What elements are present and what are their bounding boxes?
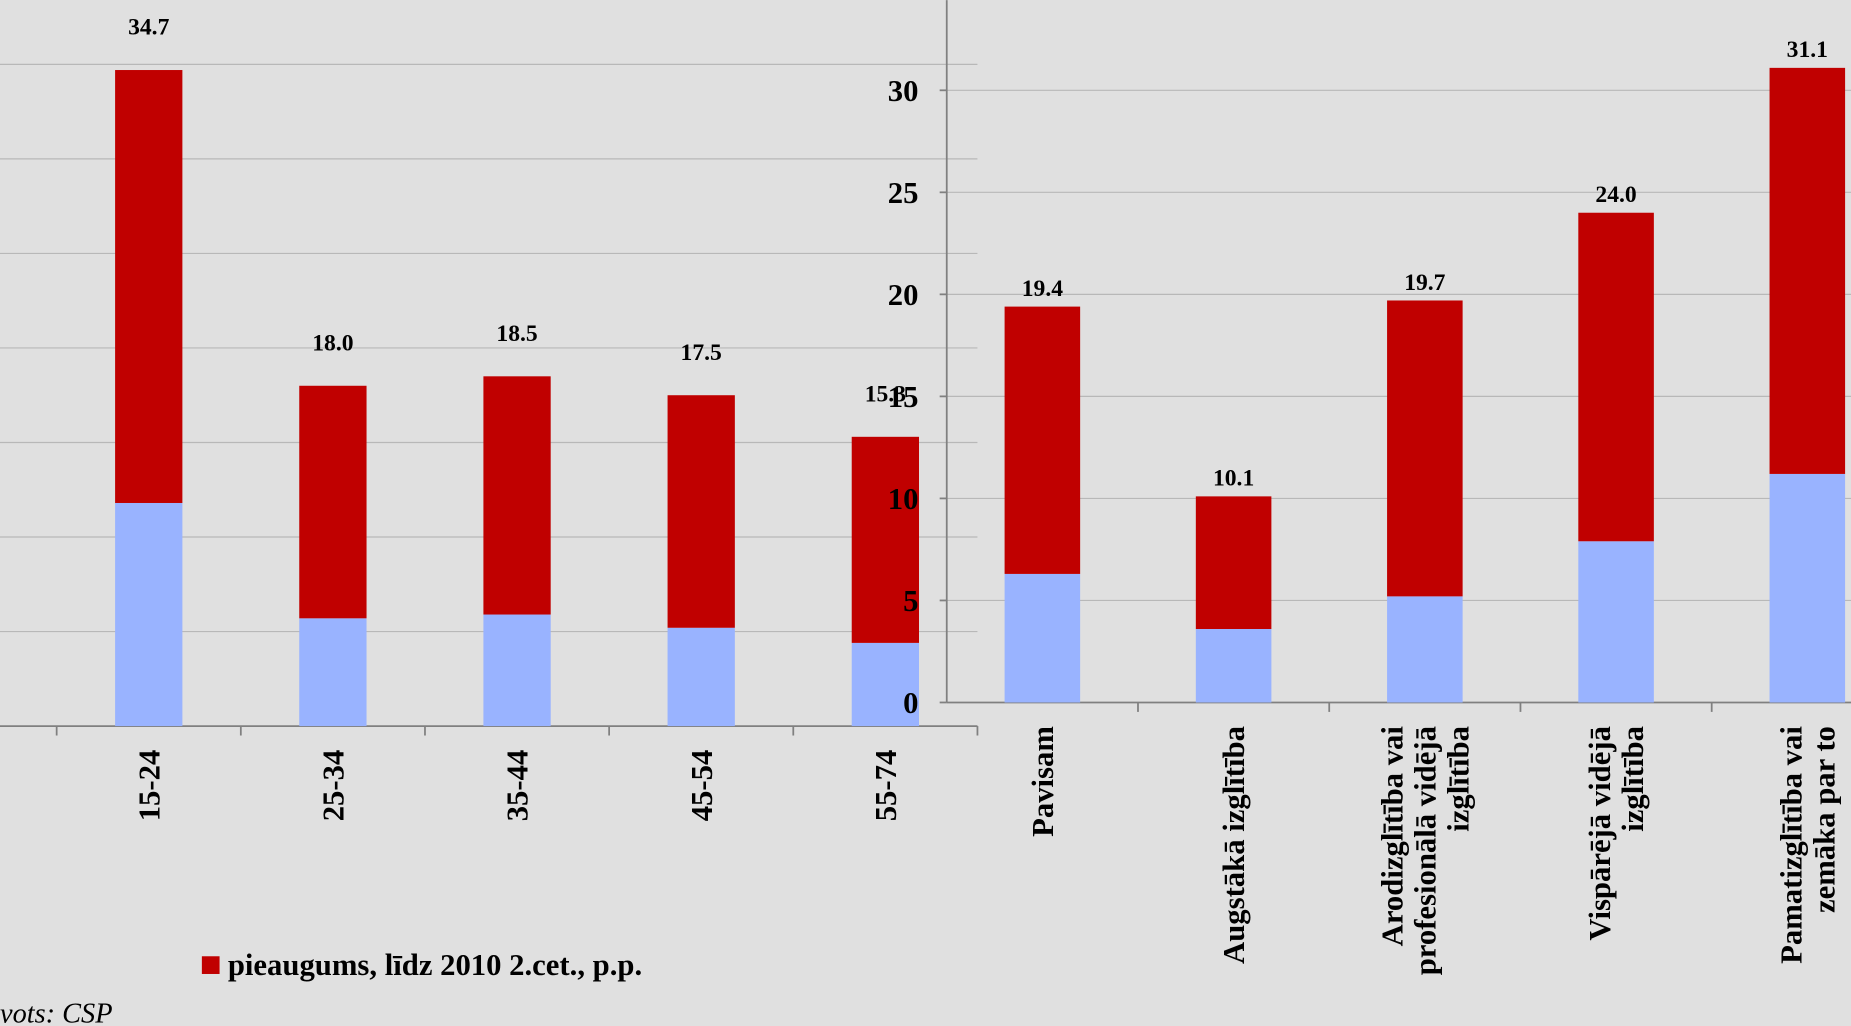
legend-label: pieaugums, līdz 2010 2.cet., p.p. [228,948,642,982]
bar-segment [1004,306,1081,574]
bar-segment [299,618,367,727]
bar-segment [1195,629,1272,703]
bar-segment [115,70,183,503]
total-label: 19.7 [1404,270,1445,296]
y-tick-label: 30 [888,74,919,108]
x-tick-label: 55-74 [869,750,903,822]
bar-segment [115,502,183,727]
legend-swatch [201,956,220,974]
x-tick-label: 35-44 [501,750,535,822]
total-label: 18.0 [312,330,353,356]
source: vots: CSP [0,998,113,1026]
bar-segment [299,385,367,619]
bar-segment [667,627,735,727]
y-tick-label: 0 [903,686,918,720]
bar-segment [851,642,920,727]
x-tick-label: Vispārējā vidējāizglītība [1583,726,1650,941]
bar-segment [1004,573,1081,703]
y-tick-label: 10 [888,482,919,516]
x-tick-label: 25-34 [317,750,351,822]
bar-segment [1195,496,1272,630]
bar-segment [483,614,551,727]
total-label: 15.3 [865,381,906,407]
total-label: 17.5 [681,340,722,366]
x-tick-label: Pavisam [1026,726,1060,837]
x-tick-label: 45-54 [685,750,719,822]
total-label: 10.1 [1213,466,1254,492]
x-tick-label: 15-24 [132,750,166,822]
bar-segment [483,376,551,615]
bar-segment [1387,300,1463,597]
total-label: 18.5 [496,321,537,347]
x-tick-label: Pamatizglītība vaizemāka par to [1774,726,1841,964]
x-tick-label: Augstākā izglītība [1217,726,1251,964]
total-label: 24.0 [1595,182,1636,208]
bar-segment [1387,596,1463,703]
y-tick-label: 25 [888,176,919,210]
bar-segment [1578,212,1654,542]
y-tick-label: 5 [903,584,918,618]
y-tick-label: 15 [888,380,919,414]
bar-segment [1578,541,1654,703]
total-label: 19.4 [1022,276,1063,302]
x-tick-label: Arodizglītība vaiprofesionālā vidējāizgl… [1375,726,1475,976]
bar-segment [667,395,735,628]
bar-segment [1769,67,1846,474]
total-label: 31.1 [1787,37,1828,63]
bar-segment [851,436,920,643]
y-tick-label: 20 [888,278,919,312]
total-label: 34.7 [128,15,169,41]
bar-segment [1769,473,1846,703]
